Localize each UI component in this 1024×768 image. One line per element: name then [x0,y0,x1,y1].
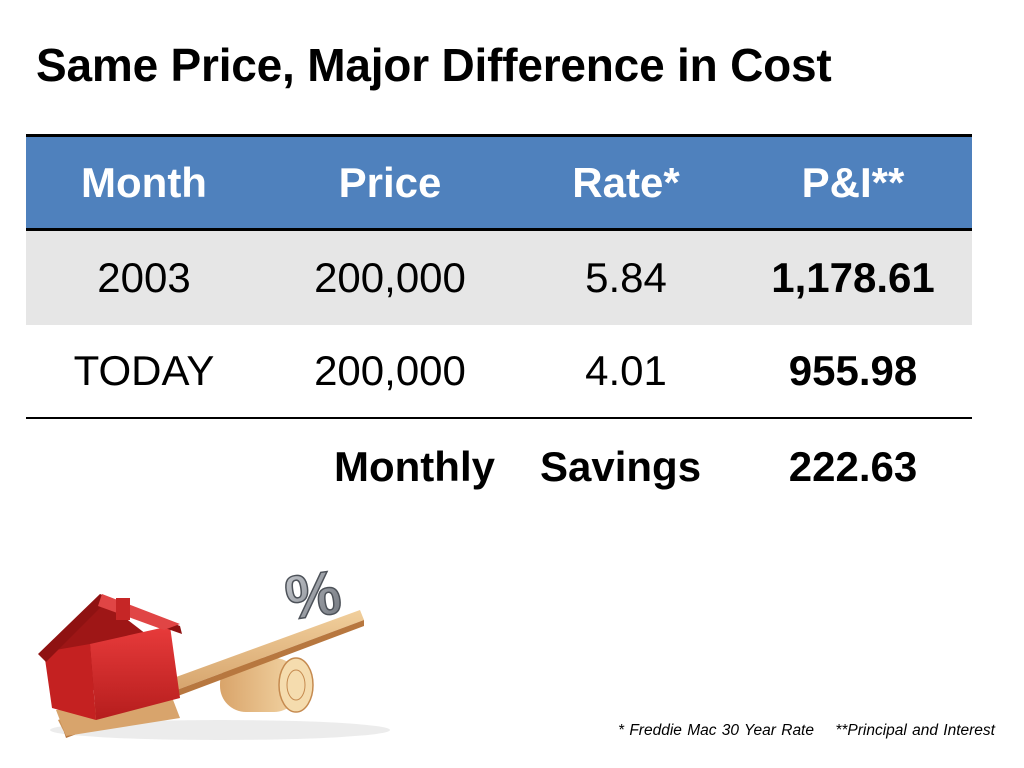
cell-rate: 4.01 [585,347,667,394]
header-rate: Rate* [572,158,680,206]
cell-pi: 1,178.61 [771,254,935,301]
table-header-row: Month Price Rate* P&I** [26,134,972,231]
header-month: Month [81,158,207,206]
header-pi: P&I** [801,158,905,206]
cell-month: 2003 [97,254,191,301]
cell-price: 200,000 [314,254,466,301]
savings-label-savings: Savings [540,443,702,490]
table-row: 2003 200,000 5.84 1,178.61 [26,231,972,325]
percent-icon: % [280,557,346,635]
savings-amount: 222.63 [788,443,918,490]
cell-month: TODAY [73,347,215,394]
monthly-savings-row: Monthly Savings 222.63 [26,420,972,514]
svg-text:%: % [281,558,345,634]
savings-label-monthly: Monthly [334,443,495,490]
footnote: * Freddie Mac 30 Year Rate **Principal a… [618,722,995,740]
cell-rate: 5.84 [585,254,667,301]
cell-pi: 955.98 [788,347,918,394]
cost-comparison-table: Month Price Rate* P&I** 2003 200,000 5.8… [26,134,972,419]
slide-title: Same Price, Major Difference in Cost [36,39,832,91]
pi-footnote: **Principal and Interest [835,722,995,739]
table-row: TODAY 200,000 4.01 955.98 [26,325,972,419]
header-price: Price [338,158,442,206]
rate-footnote: * Freddie Mac 30 Year Rate [618,722,814,739]
house-icon [38,594,182,720]
house-seesaw-illustration: % [38,557,390,740]
cell-price: 200,000 [314,347,466,394]
